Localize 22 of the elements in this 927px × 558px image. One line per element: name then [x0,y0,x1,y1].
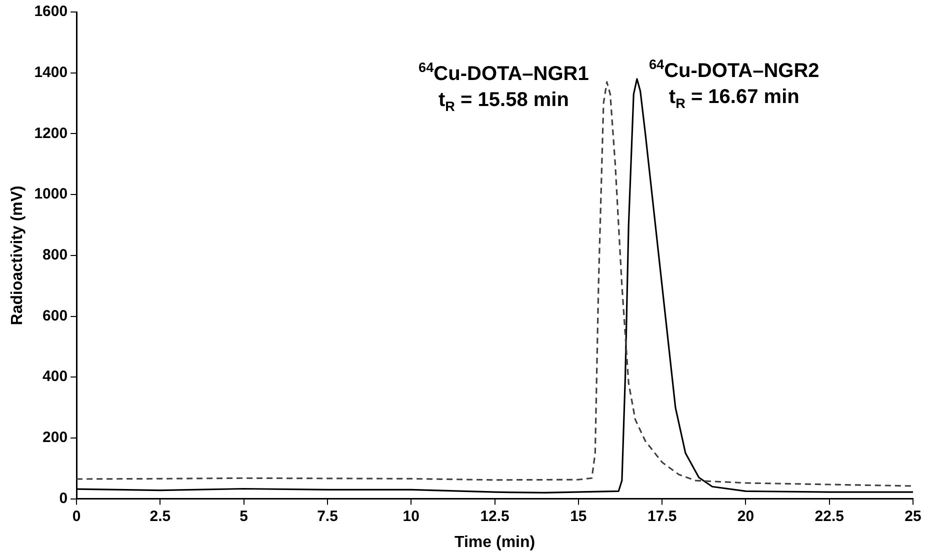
y-tick-label: 800 [42,246,68,264]
x-tick-label: 0 [72,508,81,525]
x-tick-label: 5 [240,508,248,525]
x-tick-label: 12.5 [480,508,510,525]
y-tick-label: 1600 [34,3,68,20]
x-tick-label: 17.5 [647,508,677,525]
x-tick-label: 20 [737,508,754,525]
x-tick-label: 2.5 [150,508,171,525]
y-tick-label: 1200 [34,124,68,142]
x-tick-label: 10 [402,508,420,525]
y-tick-label: 400 [42,368,68,386]
y-tick-label: 200 [42,429,68,446]
x-tick-label: 22.5 [814,508,844,525]
x-tick-label: 25 [904,508,922,525]
y-tick-label: 600 [42,307,68,324]
x-axis-title: Time (min) [454,534,536,551]
y-tick-label: 1400 [34,64,68,81]
y-axis-title: Radioactivity (mV) [9,186,26,326]
x-tick-label: 7.5 [317,508,338,525]
y-tick-label: 1000 [34,186,68,203]
y-tick-label: 0 [59,490,68,507]
x-tick-label: 15 [570,508,587,525]
